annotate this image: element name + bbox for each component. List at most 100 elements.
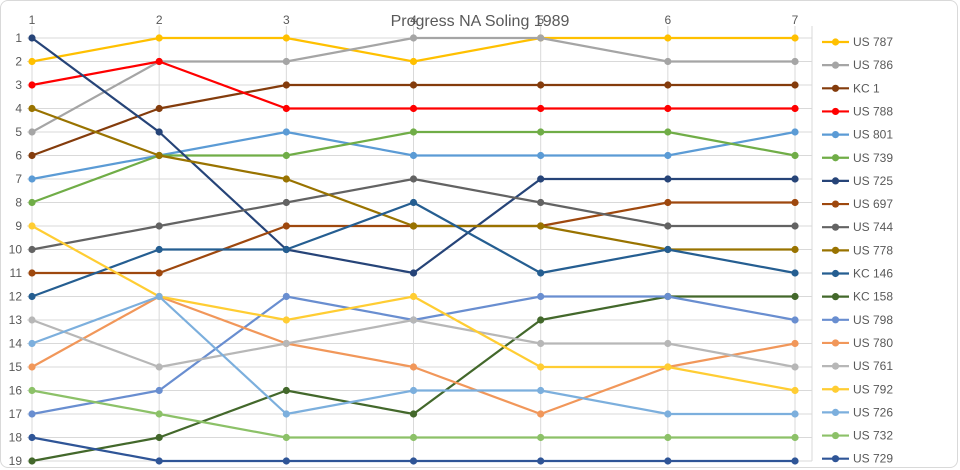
series-marker-us-732-race-5 (537, 433, 545, 442)
series-marker-us-780-race-4 (409, 363, 418, 371)
series-marker-us-725-race-2 (155, 128, 163, 136)
series-marker-us-761-race-3 (282, 339, 290, 348)
series-marker-us-729-race-1 (28, 433, 36, 442)
legend-label-kc-158: KC 158 (853, 290, 893, 304)
legend-label-us-761: US 761 (853, 359, 893, 373)
series-marker-us-729-race-6 (664, 457, 672, 465)
series-marker-kc-1-race-3 (282, 81, 290, 89)
x-axis-label-4: 4 (410, 13, 417, 27)
y-axis-label-17: 17 (9, 407, 23, 421)
series-marker-us-729-race-4 (409, 457, 418, 465)
series-marker-us-787-race-7 (791, 34, 799, 42)
legend-item-us-726: US 726 (822, 405, 893, 419)
series-marker-us-726-race-4 (409, 386, 418, 395)
legend-item-us-798: US 798 (822, 313, 893, 327)
series-marker-us-798-race-3 (282, 292, 290, 301)
series-marker-us-739-race-6 (664, 128, 672, 136)
legend-item-kc-146: KC 146 (822, 267, 893, 281)
series-marker-us-697-race-2 (155, 269, 163, 277)
legend-swatch-marker-kc-158 (831, 293, 840, 301)
legend-item-us-729: US 729 (822, 452, 893, 466)
legend-swatch-marker-us-787 (831, 38, 840, 46)
chart-title: Progress NA Soling 1989 (391, 13, 570, 30)
y-axis-label-6: 6 (15, 149, 22, 163)
legend-swatch-marker-us-726 (831, 408, 840, 416)
series-marker-kc-1-race-2 (155, 104, 163, 113)
legend-label-us-744: US 744 (853, 220, 893, 234)
series-marker-kc-158-race-4 (409, 410, 418, 418)
legend-label-kc-1: KC 1 (853, 81, 880, 95)
legend-swatch-marker-us-788 (831, 107, 840, 116)
series-marker-us-739-race-7 (791, 151, 799, 160)
series-marker-us-798-race-1 (28, 410, 36, 418)
series-marker-us-744-race-6 (664, 222, 672, 230)
series-marker-kc-146-race-5 (537, 269, 545, 277)
series-marker-kc-1-race-6 (664, 81, 672, 89)
y-axis-label-12: 12 (9, 290, 23, 304)
series-marker-us-732-race-2 (155, 410, 163, 418)
series-marker-us-778-race-4 (409, 222, 418, 230)
x-axis-label-5: 5 (537, 13, 544, 27)
legend-swatch-marker-us-732 (831, 431, 840, 440)
series-marker-us-788-race-4 (409, 104, 418, 113)
legend-item-kc-1: KC 1 (822, 81, 880, 95)
x-axis-label-1: 1 (29, 13, 36, 27)
series-marker-us-732-race-3 (282, 433, 290, 442)
y-axis-label-13: 13 (9, 313, 23, 327)
series-marker-us-780-race-7 (791, 339, 799, 348)
legend-swatch-marker-us-778 (831, 246, 840, 254)
series-marker-us-726-race-3 (282, 410, 290, 418)
series-marker-kc-158-race-3 (282, 386, 290, 395)
legend-item-us-792: US 792 (822, 382, 893, 396)
legend-item-us-787: US 787 (822, 35, 893, 49)
series-marker-us-788-race-5 (537, 104, 545, 113)
legend-label-us-801: US 801 (853, 128, 893, 142)
y-axis-label-15: 15 (9, 360, 23, 374)
series-marker-us-786-race-5 (537, 34, 545, 42)
series-marker-us-801-race-7 (791, 128, 799, 136)
legend-label-us-780: US 780 (853, 336, 893, 350)
series-marker-us-744-race-2 (155, 222, 163, 230)
series-marker-us-792-race-5 (537, 363, 545, 371)
series-marker-us-761-race-4 (409, 316, 418, 324)
series-marker-us-786-race-7 (791, 57, 799, 66)
series-marker-us-778-race-7 (791, 245, 799, 254)
series-marker-us-761-race-5 (537, 339, 545, 348)
series-marker-us-726-race-1 (28, 339, 36, 348)
series-marker-us-787-race-3 (282, 34, 290, 42)
series-marker-us-778-race-5 (537, 222, 545, 230)
y-axis-label-16: 16 (9, 384, 23, 398)
legend-swatch-marker-kc-1 (831, 84, 840, 92)
series-marker-us-801-race-5 (537, 151, 545, 160)
y-axis-label-14: 14 (9, 337, 23, 351)
series-marker-us-697-race-6 (664, 198, 672, 207)
legend-swatch-marker-us-801 (831, 131, 840, 139)
series-marker-us-732-race-4 (409, 433, 418, 442)
legend-swatch-marker-us-729 (831, 455, 840, 463)
series-marker-us-787-race-4 (409, 57, 418, 66)
series-marker-us-761-race-1 (28, 316, 36, 324)
legend-label-us-792: US 792 (853, 382, 893, 396)
legend-item-us-739: US 739 (822, 151, 893, 165)
legend-label-us-732: US 732 (853, 429, 893, 443)
series-marker-us-787-race-1 (28, 57, 36, 66)
series-marker-us-786-race-4 (409, 34, 418, 42)
series-marker-us-788-race-6 (664, 104, 672, 113)
legend-item-us-780: US 780 (822, 336, 893, 350)
series-marker-us-780-race-5 (537, 410, 545, 418)
legend-swatch-marker-us-725 (831, 177, 840, 185)
series-marker-us-786-race-6 (664, 57, 672, 66)
legend-item-us-725: US 725 (822, 174, 893, 188)
series-marker-us-732-race-1 (28, 386, 36, 395)
series-marker-kc-158-race-1 (28, 457, 36, 465)
series-marker-us-726-race-6 (664, 410, 672, 418)
series-marker-us-726-race-7 (791, 410, 799, 418)
series-marker-kc-146-race-6 (664, 245, 672, 254)
series-marker-us-725-race-1 (28, 34, 36, 42)
legend-label-us-788: US 788 (853, 104, 893, 118)
series-marker-kc-1-race-5 (537, 81, 545, 89)
legend-label-us-697: US 697 (853, 197, 893, 211)
series-marker-us-792-race-1 (28, 222, 36, 230)
series-marker-us-778-race-1 (28, 104, 36, 113)
